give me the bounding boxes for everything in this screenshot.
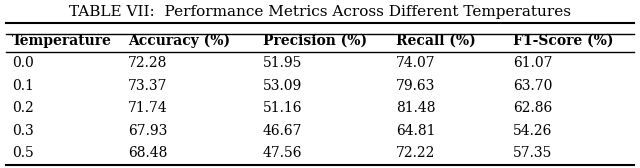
Text: Precision (%): Precision (%) [263,34,367,48]
Text: 64.81: 64.81 [396,124,436,138]
Text: 53.09: 53.09 [263,79,302,93]
Text: 0.1: 0.1 [12,79,34,93]
Text: 73.37: 73.37 [128,79,168,93]
Text: 79.63: 79.63 [396,79,436,93]
Text: 54.26: 54.26 [513,124,552,138]
Text: F1-Score (%): F1-Score (%) [513,34,613,48]
Text: 0.3: 0.3 [12,124,34,138]
Text: 51.16: 51.16 [263,101,302,115]
Text: 0.2: 0.2 [12,101,34,115]
Text: 47.56: 47.56 [263,146,302,160]
Text: 51.95: 51.95 [263,56,302,70]
Text: 74.07: 74.07 [396,56,436,70]
Text: 0.5: 0.5 [12,146,34,160]
Text: TABLE VII:  Performance Metrics Across Different Temperatures: TABLE VII: Performance Metrics Across Di… [69,5,571,19]
Text: 81.48: 81.48 [396,101,436,115]
Text: 68.48: 68.48 [128,146,168,160]
Text: Temperature: Temperature [12,34,112,48]
Text: Accuracy (%): Accuracy (%) [128,34,230,48]
Text: 72.22: 72.22 [396,146,436,160]
Text: 72.28: 72.28 [128,56,168,70]
Text: 57.35: 57.35 [513,146,552,160]
Text: 46.67: 46.67 [263,124,302,138]
Text: 71.74: 71.74 [128,101,168,115]
Text: 63.70: 63.70 [513,79,552,93]
Text: Recall (%): Recall (%) [396,34,476,48]
Text: 61.07: 61.07 [513,56,552,70]
Text: 62.86: 62.86 [513,101,552,115]
Text: 0.0: 0.0 [12,56,34,70]
Text: 67.93: 67.93 [128,124,168,138]
